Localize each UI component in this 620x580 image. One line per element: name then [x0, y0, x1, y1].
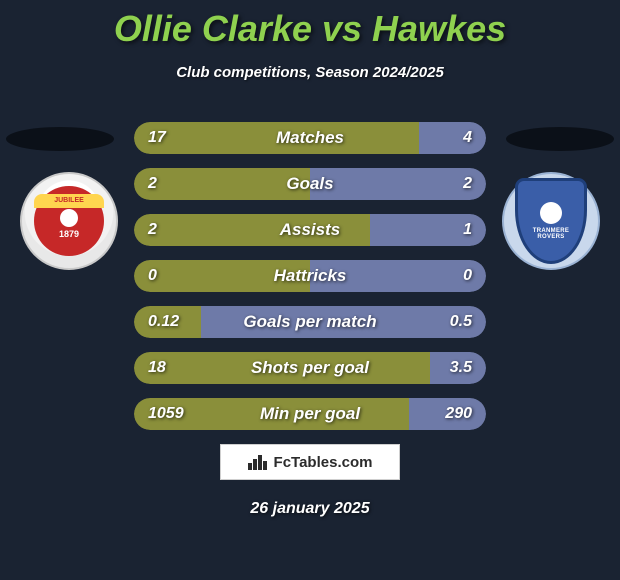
stat-value-left: 0.12: [148, 313, 179, 331]
snapshot-date: 26 january 2025: [0, 500, 620, 518]
stat-value-right: 1: [463, 221, 472, 239]
stat-value-left: 2: [148, 175, 157, 193]
crest-left-year: 1879: [59, 229, 79, 239]
stat-row: Hattricks00: [134, 260, 486, 292]
stat-value-left: 18: [148, 359, 166, 377]
stat-row: Goals per match0.120.5: [134, 306, 486, 338]
stat-value-left: 1059: [148, 405, 184, 423]
stat-value-right: 290: [445, 405, 472, 423]
stat-value-right: 3.5: [450, 359, 472, 377]
page-title: Ollie Clarke vs Hawkes: [0, 0, 620, 50]
stat-row: Shots per goal183.5: [134, 352, 486, 384]
stat-bar-left: [134, 168, 310, 200]
stat-value-left: 2: [148, 221, 157, 239]
stat-value-right: 0.5: [450, 313, 472, 331]
stat-row: Goals22: [134, 168, 486, 200]
fctables-logo[interactable]: FcTables.com: [220, 444, 400, 480]
crest-shadow-right: [506, 127, 614, 151]
stat-value-right: 0: [463, 267, 472, 285]
stat-bar-left: [134, 122, 419, 154]
stat-row: Assists21: [134, 214, 486, 246]
stat-bars-container: Matches174Goals22Assists21Hattricks00Goa…: [134, 122, 486, 444]
stat-bar-left: [134, 260, 310, 292]
stat-bar-right: [310, 260, 486, 292]
season-subtitle: Club competitions, Season 2024/2025: [0, 64, 620, 81]
crest-left-inner: JUBILEE 1879: [34, 186, 104, 256]
crest-left-band: JUBILEE: [34, 194, 104, 208]
stat-bar-right: [310, 168, 486, 200]
stat-row: Matches174: [134, 122, 486, 154]
crest-left-ball-icon: [60, 209, 78, 227]
stat-value-left: 17: [148, 129, 166, 147]
stat-bar-right: [201, 306, 486, 338]
stat-value-left: 0: [148, 267, 157, 285]
stat-bar-right: [419, 122, 486, 154]
bar-chart-icon: [248, 454, 268, 470]
stat-value-right: 4: [463, 129, 472, 147]
brand-label: FcTables.com: [274, 454, 373, 471]
team-crest-left: JUBILEE 1879: [20, 172, 118, 270]
stat-value-right: 2: [463, 175, 472, 193]
crest-right-text: TRANMEREROVERS: [533, 228, 569, 240]
crest-right-ball-icon: [540, 202, 562, 224]
stat-row: Min per goal1059290: [134, 398, 486, 430]
stat-bar-left: [134, 352, 430, 384]
crest-right-shield: TRANMEREROVERS: [515, 178, 587, 264]
crest-shadow-left: [6, 127, 114, 151]
stat-bar-left: [134, 214, 370, 246]
team-crest-right: TRANMEREROVERS: [502, 172, 600, 270]
